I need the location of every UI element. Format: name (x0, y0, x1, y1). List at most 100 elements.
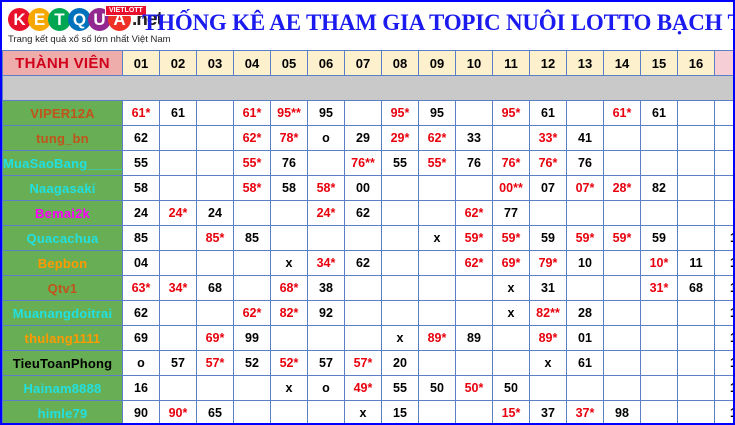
cell-day-02 (159, 375, 197, 401)
member-name[interactable]: Bemai2k (2, 200, 123, 226)
cell-day-06 (307, 325, 345, 351)
cell-day-13: 61 (566, 350, 604, 376)
cell-day-09: 50 (418, 375, 456, 401)
cell-day-14 (603, 275, 641, 301)
cell-day-14 (603, 125, 641, 151)
member-name[interactable]: VIPER12A (2, 100, 123, 126)
column-header-day-09: 09 (418, 50, 456, 76)
member-name[interactable]: Muanangdoitrai (2, 300, 123, 326)
member-name[interactable]: Bepbon (2, 250, 123, 276)
miss-count: 1 (714, 275, 733, 301)
cell-day-16: 68 (677, 275, 715, 301)
column-header-day-10: 10 (455, 50, 493, 76)
cell-day-02: 57 (159, 350, 197, 376)
cell-day-02: 90* (159, 400, 197, 423)
cell-day-16 (677, 325, 715, 351)
cell-day-06: o (307, 375, 345, 401)
cell-day-14: 61* (603, 100, 641, 126)
cell-day-13 (566, 100, 604, 126)
cell-day-06 (307, 225, 345, 251)
cell-day-04 (233, 400, 271, 423)
cell-day-14: 98 (603, 400, 641, 423)
cell-day-09: 62* (418, 125, 456, 151)
member-name[interactable]: Hainam8888 (2, 375, 123, 401)
cell-day-05: 82* (270, 300, 308, 326)
cell-day-13: 01 (566, 325, 604, 351)
cell-day-12: 61 (529, 100, 567, 126)
member-name[interactable]: TieuToanPhong (2, 350, 123, 376)
cell-day-01: 62 (122, 125, 160, 151)
cell-day-13: 41 (566, 125, 604, 151)
cell-day-03: 57* (196, 350, 234, 376)
cell-day-05: 52* (270, 350, 308, 376)
column-header-day-06: 06 (307, 50, 345, 76)
member-name[interactable]: thulang1111 (2, 325, 123, 351)
cell-day-02: 24* (159, 200, 197, 226)
member-name[interactable]: Qtv1 (2, 275, 123, 301)
miss-count: 1 (714, 250, 733, 276)
cell-day-04 (233, 250, 271, 276)
column-header-day-02: 02 (159, 50, 197, 76)
cell-day-06: o (307, 125, 345, 151)
member-name[interactable]: himle79 (2, 400, 123, 423)
member-name[interactable]: MuaSaoBang______ (2, 150, 123, 176)
cell-day-16 (677, 175, 715, 201)
cell-day-13: 28 (566, 300, 604, 326)
table-head: THÀNH VIÊN 01 02 03 04 05 06 07 08 09 10… (2, 50, 733, 76)
cell-day-01: 62 (122, 300, 160, 326)
member-name[interactable]: Quacachua (2, 225, 123, 251)
column-header-day-01: 01 (122, 50, 160, 76)
member-name[interactable]: tung_bn (2, 125, 123, 151)
cell-day-03 (196, 300, 234, 326)
cell-day-11: 50 (492, 375, 530, 401)
cell-day-01: 04 (122, 250, 160, 276)
column-header-kq: KQ (714, 50, 733, 76)
cell-day-15 (640, 200, 678, 226)
cell-day-08: x (381, 325, 419, 351)
cell-day-16 (677, 350, 715, 376)
cell-day-07 (344, 300, 382, 326)
cell-day-10: 59* (455, 225, 493, 251)
cell-day-15 (640, 150, 678, 176)
cell-day-05 (270, 400, 308, 423)
cell-day-09 (418, 250, 456, 276)
table-row: MuaSaoBang______ 55 55* 76 76** 55 55* 76 76* 76*… (2, 150, 733, 176)
cell-day-09: x (418, 225, 456, 251)
cell-day-06: 58* (307, 175, 345, 201)
cell-day-04: 52 (233, 350, 271, 376)
ketqua-logo[interactable]: K E T Q U A .net VIETLOTT Trang kết quả … (4, 4, 171, 48)
cell-day-11: x (492, 275, 530, 301)
cell-day-09 (418, 300, 456, 326)
logo-letter-k: K (8, 8, 31, 31)
cell-day-06: 95 (307, 100, 345, 126)
cell-day-08 (381, 300, 419, 326)
cell-day-10 (455, 100, 493, 126)
cell-day-02: 34* (159, 275, 197, 301)
cell-day-04 (233, 275, 271, 301)
cell-day-08: 15 (381, 400, 419, 423)
member-name[interactable]: Naagasaki (2, 175, 123, 201)
cell-day-12: 07 (529, 175, 567, 201)
cell-day-02 (159, 250, 197, 276)
page-title: THỐNG KÊ AE THAM GIA TOPIC NUÔI LOTTO BẠ… (142, 10, 733, 35)
cell-day-03 (196, 175, 234, 201)
cell-day-06: 57 (307, 350, 345, 376)
column-header-day-15: 15 (640, 50, 678, 76)
header-row: THÀNH VIÊN 01 02 03 04 05 06 07 08 09 10… (2, 50, 733, 76)
page-header: K E T Q U A .net VIETLOTT Trang kết quả … (2, 2, 733, 50)
cell-day-10: 76 (455, 150, 493, 176)
cell-day-05: 78* (270, 125, 308, 151)
cell-day-06: 92 (307, 300, 345, 326)
column-header-member: THÀNH VIÊN (2, 50, 123, 76)
cell-day-15: 10* (640, 250, 678, 276)
cell-day-11 (492, 350, 530, 376)
cell-day-06: 34* (307, 250, 345, 276)
site-tagline: Trang kết quả xổ số lớn nhất Việt Nam (8, 34, 171, 45)
cell-day-02 (159, 125, 197, 151)
